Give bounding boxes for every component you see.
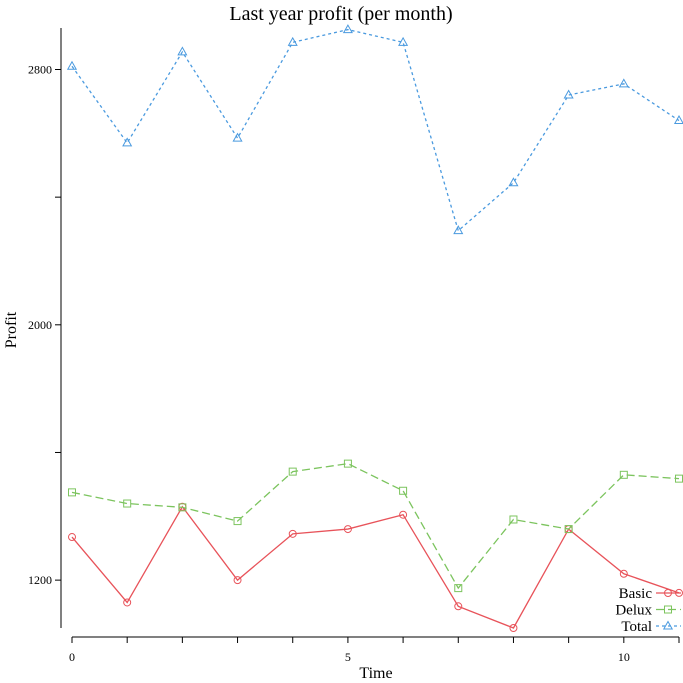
data-point-delux (233, 517, 242, 526)
legend-swatch-marker (664, 605, 672, 614)
data-point-total (232, 132, 243, 142)
data-point-total (508, 177, 519, 187)
data-point-basic (619, 569, 628, 578)
data-point-total (453, 225, 464, 235)
y-tick-label: 2800 (28, 62, 52, 76)
data-point-basic (288, 529, 297, 538)
data-point-total (342, 24, 353, 34)
data-point-total (287, 36, 298, 46)
data-point-basic (509, 624, 518, 632)
data-point-total (177, 46, 188, 56)
series-total (66, 24, 683, 235)
legend-swatch-marker (662, 620, 674, 630)
legend-item-basic: Basic (619, 586, 681, 602)
data-point-delux (564, 525, 573, 534)
series-line-basic (71, 505, 680, 629)
legend-label: Basic (619, 586, 653, 602)
data-point-total (618, 78, 629, 88)
y-axis-label: Profit (3, 311, 20, 348)
data-point-total (673, 115, 683, 125)
legend-label: Total (621, 619, 652, 635)
data-point-delux (343, 459, 352, 468)
data-point-basic (343, 525, 352, 534)
legend-swatch-marker (664, 589, 672, 597)
data-point-delux (288, 467, 297, 476)
legend-item-delux: Delux (615, 603, 681, 619)
data-point-total (398, 36, 409, 46)
data-point-basic (68, 533, 76, 542)
legend-label: Delux (615, 603, 652, 619)
data-point-delux (68, 488, 76, 497)
data-point-delux (399, 486, 408, 495)
series-line-delux (71, 462, 680, 590)
data-point-basic (454, 602, 463, 611)
data-point-total (122, 137, 133, 147)
x-tick-label: 5 (345, 650, 351, 664)
data-point-delux (178, 503, 187, 512)
y-tick-label: 1200 (28, 573, 52, 587)
data-point-basic (399, 510, 408, 519)
x-tick-label: 0 (69, 650, 75, 664)
data-point-total (66, 60, 78, 70)
legend-item-total: Total (621, 619, 681, 635)
series-basic (68, 502, 683, 632)
x-tick-label: 10 (618, 650, 630, 664)
data-point-delux (619, 470, 628, 479)
series-line-total (71, 28, 680, 232)
data-point-total (563, 89, 574, 99)
data-point-delux (509, 515, 518, 524)
x-axis-label: Time (359, 665, 392, 682)
data-point-delux (123, 499, 132, 508)
series-layer (66, 24, 683, 632)
axes: 0 5 10 1200 2000 2800 (28, 28, 680, 664)
y-tick-label: 2000 (28, 318, 52, 332)
chart-title: Last year profit (per month) (229, 3, 452, 25)
data-point-basic (233, 576, 242, 585)
series-delux (68, 459, 683, 593)
data-point-delux (454, 584, 463, 593)
data-point-basic (123, 598, 132, 607)
